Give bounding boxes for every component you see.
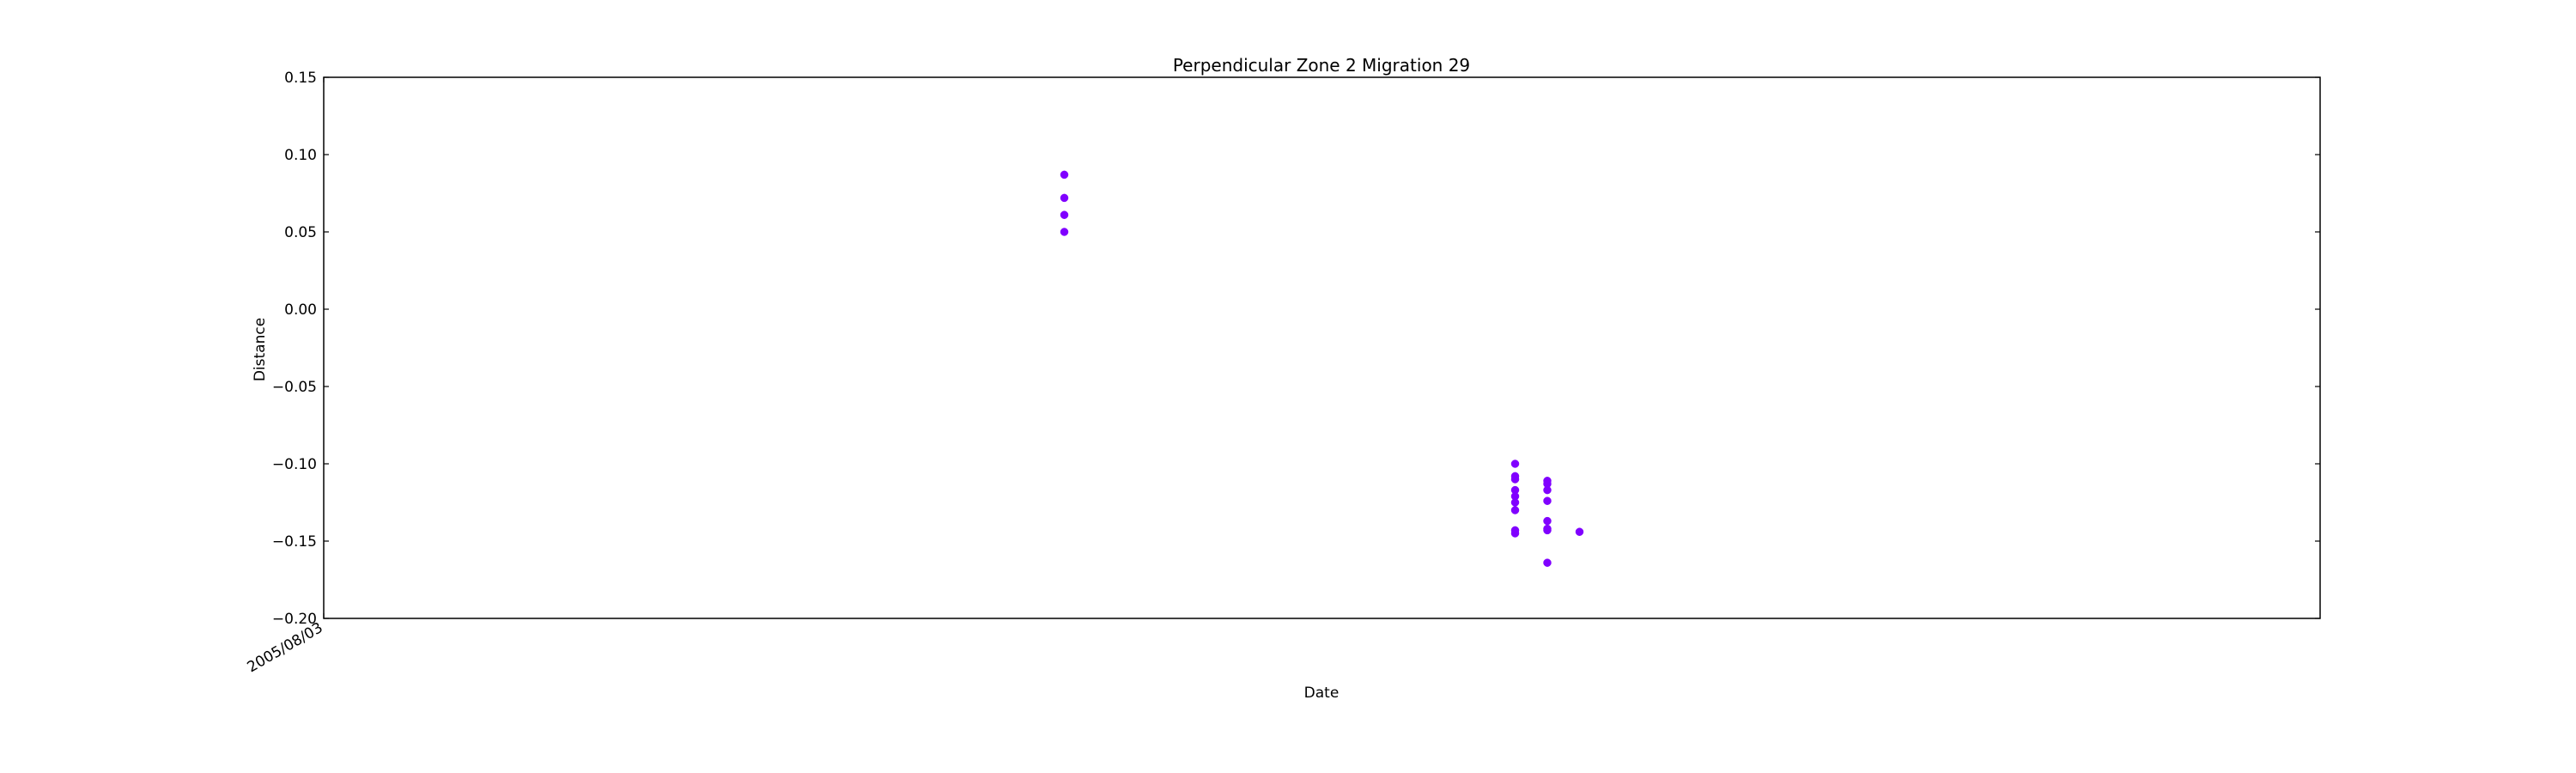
y-tick-label: 0.10 [284,147,317,164]
data-point [1543,485,1552,495]
y-tick-label: 0.05 [284,224,317,241]
plot-frame [323,76,2321,619]
y-axis-label: Distance [252,318,269,381]
data-point [1060,228,1069,236]
data-point [1543,516,1552,526]
data-point [1510,460,1520,468]
data-point [1060,170,1069,180]
y-tick-label: −0.15 [272,533,317,551]
data-point [1510,506,1520,514]
y-tick-label: 0.15 [284,70,317,87]
data-point [1060,210,1069,219]
data-point [1510,475,1520,484]
data-points [1060,170,1584,567]
data-point [1510,498,1520,507]
y-tick-label: −0.10 [272,456,317,473]
data-point [1060,193,1069,203]
y-tick-label: −0.05 [272,379,317,396]
x-axis-label: Date [1304,685,1340,702]
data-point [1543,558,1552,567]
data-point [1543,496,1552,505]
y-axis-ticks: 0.15 0.10 0.05 0.00 −0.05 −0.10 −0.15 −0.20 [272,70,2320,628]
y-tick-label: 0.00 [284,301,317,319]
chart-title: Perpendicular Zone 2 Migration 29 [1173,55,1470,76]
data-point [1575,527,1584,536]
data-point [1543,526,1552,535]
data-point [1510,529,1520,538]
y-tick-label: −0.20 [272,611,317,628]
